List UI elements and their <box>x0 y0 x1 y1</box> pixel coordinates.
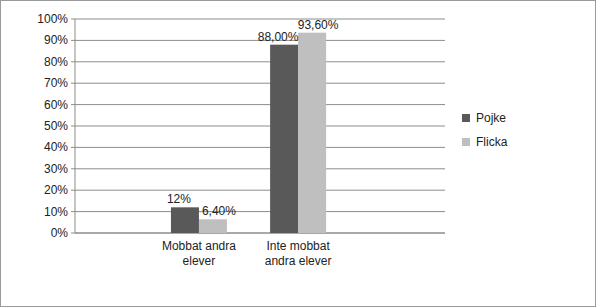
y-tick <box>71 211 75 212</box>
y-tick-label: 80% <box>44 55 68 69</box>
y-axis <box>75 19 76 233</box>
data-labels: 12% 88,00% 6,40% 93,60% <box>167 18 339 219</box>
y-tick <box>71 61 75 62</box>
bar <box>171 207 199 233</box>
grid-line <box>75 147 445 148</box>
legend-label: Pojke <box>476 111 506 125</box>
y-tick-label: 10% <box>44 205 68 219</box>
data-label: 88,00% <box>258 30 299 44</box>
y-tick <box>71 104 75 105</box>
y-tick-label: 0% <box>51 226 69 240</box>
x-tick-label: Mobbat andraelever <box>162 239 236 268</box>
y-tick <box>71 190 75 191</box>
bars <box>171 33 326 233</box>
y-tick-label: 20% <box>44 183 68 197</box>
data-label: 12% <box>167 192 191 206</box>
y-tick-label: 40% <box>44 140 68 154</box>
y-tick-label: 100% <box>37 12 68 26</box>
bar <box>270 45 298 233</box>
y-tick <box>71 168 75 169</box>
grid-line <box>75 83 445 84</box>
y-tick-label: 30% <box>44 162 68 176</box>
legend-swatch <box>462 114 470 122</box>
bar <box>298 33 326 233</box>
y-tick-label: 60% <box>44 98 68 112</box>
data-label: 6,40% <box>202 204 236 218</box>
legend-swatch <box>462 138 470 146</box>
bar <box>199 219 227 233</box>
x-axis <box>75 233 445 234</box>
chart-container: 0% 10% 20% 30% 40% 50% 60% 70% 80% 90% 100% 12% 88,0… <box>0 0 596 307</box>
legend-label: Flicka <box>476 135 508 149</box>
y-tick <box>71 126 75 127</box>
y-tick <box>71 19 75 20</box>
x-tick-label: Inte mobbatandra elever <box>265 239 332 268</box>
grid-line <box>75 190 445 191</box>
y-tick-label: 50% <box>44 119 68 133</box>
y-tick-label: 70% <box>44 76 68 90</box>
y-tick <box>71 83 75 84</box>
y-tick-label: 90% <box>44 33 68 47</box>
grid-line <box>75 168 445 169</box>
grid-line <box>75 104 445 105</box>
legend: Pojke Flicka <box>462 111 508 149</box>
chart-svg: 0% 10% 20% 30% 40% 50% 60% 70% 80% 90% 100% 12% 88,0… <box>0 0 596 307</box>
y-tick <box>71 40 75 41</box>
grid-line <box>75 233 445 234</box>
y-tick <box>71 147 75 148</box>
data-label: 93,60% <box>298 18 339 32</box>
grid-line <box>75 61 445 62</box>
y-tick <box>71 233 75 234</box>
chart-border <box>1 1 596 307</box>
grid-line <box>75 126 445 127</box>
grid-line <box>75 19 445 20</box>
grid-line <box>75 211 445 212</box>
